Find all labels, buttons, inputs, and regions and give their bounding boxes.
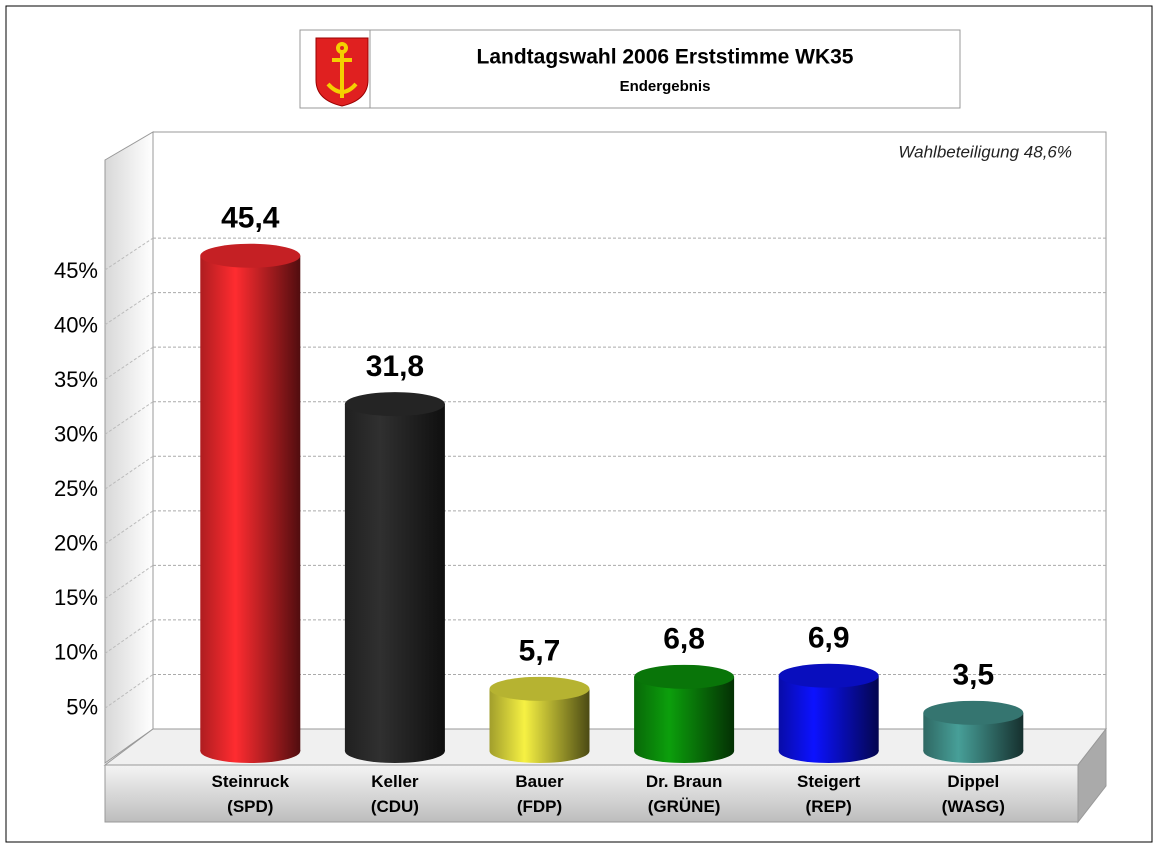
chart-subtitle: Endergebnis: [620, 78, 711, 95]
plot: 5% 10% 15% 20% 25% 30% 35% 40% 45% 45,4 Steinruck(…: [54, 202, 1106, 816]
floor-side: [1077, 727, 1107, 824]
y-tick-label: 25%: [54, 476, 98, 501]
value-label: 45,4: [221, 202, 280, 235]
y-tick-label: 40%: [54, 312, 98, 337]
bar-top: [778, 663, 879, 688]
value-label: 31,8: [366, 350, 424, 383]
bar: [634, 676, 735, 751]
x-tick-label: Dippel (WASG): [942, 772, 1005, 816]
bar-top: [200, 243, 301, 268]
side-wall: [104, 131, 154, 764]
chart-title: Landtagswahl 2006 Erststimme WK35: [477, 46, 854, 69]
logo-anchor: [326, 42, 358, 98]
bar-top: [489, 676, 590, 701]
y-tick-label: 35%: [54, 367, 98, 392]
bar: [200, 255, 301, 751]
floor-front: [104, 764, 1079, 823]
value-label: 6,8: [663, 623, 705, 656]
annotation: Wahlbeteiligung 48,6%: [898, 142, 1072, 161]
bar: [344, 404, 445, 751]
x-tick-label: Steigert (REP): [797, 772, 861, 816]
y-tick-label: 5%: [66, 694, 98, 719]
y-tick-label: 30%: [54, 422, 98, 447]
x-tick-label: Bauer (FDP): [515, 772, 564, 816]
value-label: 5,7: [519, 635, 561, 668]
value-label: 3,5: [952, 659, 994, 692]
x-tick-label: Keller (CDU): [371, 772, 419, 816]
x-tick-label: Dr. Braun (GRÜNE): [646, 772, 723, 816]
y-tick-label: 20%: [54, 531, 98, 556]
bar-top: [923, 700, 1024, 725]
x-tick-label: Steinruck (SPD): [212, 772, 290, 816]
y-tick-label: 10%: [54, 640, 98, 665]
bar-top: [344, 392, 445, 417]
value-label: 6,9: [808, 622, 850, 655]
title-box: [299, 29, 961, 109]
back-wall: [152, 131, 1107, 730]
bar-top: [634, 664, 735, 689]
y-tick-label: 45%: [54, 258, 98, 283]
bar: [778, 675, 879, 751]
y-tick-label: 15%: [54, 585, 98, 610]
